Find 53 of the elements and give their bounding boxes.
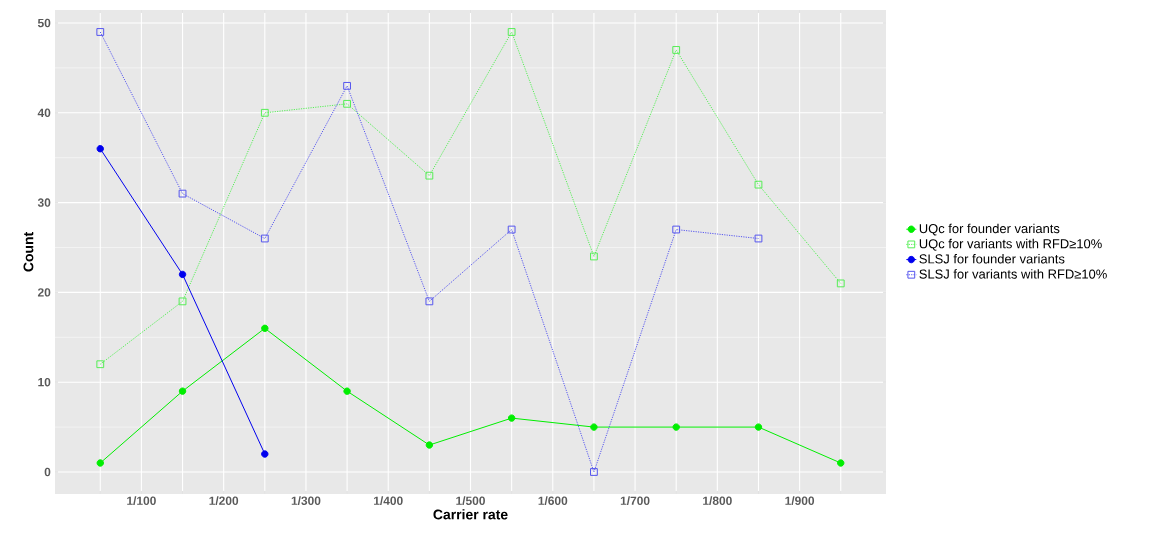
point [343,99,351,108]
y-tick-label: 40 [37,108,51,118]
point [590,423,598,431]
point [96,145,104,153]
text: 1/100 [127,496,156,506]
point [343,387,351,395]
point [96,360,105,369]
y-tick-label: 30 [37,198,51,207]
y-tick-label: 10 [38,377,51,387]
legend-label: UQc for variants with RFD≥10% [919,238,1102,251]
point [590,468,598,476]
point [260,108,269,117]
legend-label: SLSJ for founder variants [919,253,1065,264]
text: 1/300 [291,496,321,506]
point [672,423,680,431]
text: 1/900 [785,496,815,506]
point [178,387,187,395]
point [836,279,845,288]
point [178,297,187,306]
point [754,234,763,243]
y-axis-title: Count [23,232,34,272]
text: 1/400 [374,496,403,506]
point [672,225,681,234]
text: 1/700 [620,496,650,506]
point [425,171,434,180]
point [672,46,681,54]
point [261,324,269,333]
point [507,414,516,422]
point [425,297,434,306]
point [178,189,187,198]
point [343,81,351,90]
text: 1/600 [538,496,568,506]
y-tick-label: 20 [37,288,51,297]
text: 1/200 [209,496,239,506]
y-tick-label: 50 [37,18,51,28]
point [754,180,763,189]
point [590,252,598,261]
point [178,270,187,279]
legend-label: SLSJ for variants with RFD≥10% [919,269,1107,279]
point [96,28,105,36]
x-axis-title: Carrier rate [433,509,508,520]
text: 1/500 [456,496,485,506]
y-tick-label: 0 [44,467,51,477]
point [507,225,516,234]
point [260,234,269,243]
point [425,441,434,449]
point [837,459,845,467]
legend-label: UQc for founder variants [919,223,1060,236]
point [507,28,516,36]
point [261,450,269,458]
text: 1/800 [703,496,732,506]
point [754,423,763,431]
point [96,459,104,467]
